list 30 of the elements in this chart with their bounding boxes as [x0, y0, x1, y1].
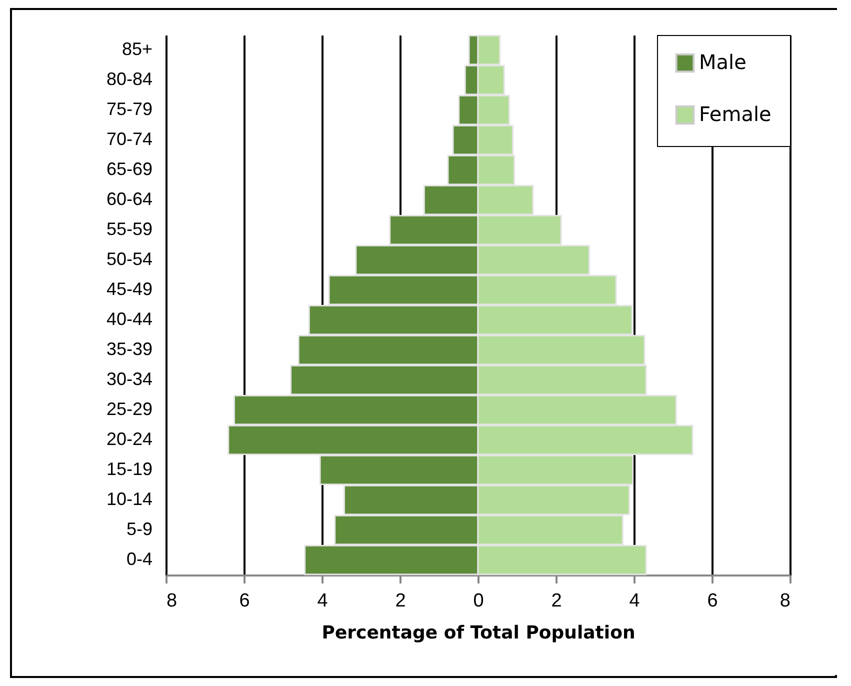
y-tick-label: 75-79 — [106, 99, 152, 119]
y-tick-label: 65-69 — [106, 159, 152, 179]
y-tick-label: 15-19 — [106, 459, 152, 479]
y-tick-label: 80-84 — [106, 69, 152, 89]
y-tick-label: 60-64 — [106, 189, 152, 209]
x-tick-label: 6 — [239, 590, 250, 612]
y-tick-label: 50-54 — [106, 249, 152, 269]
y-tick-label: 30-34 — [106, 369, 152, 389]
x-tick-label: 6 — [707, 590, 718, 612]
x-tick-label: 8 — [780, 590, 790, 612]
x-axis-title: Percentage of Total Population — [322, 622, 636, 644]
y-tick-label: 20-24 — [106, 429, 152, 449]
y-tick-label: 55-59 — [106, 219, 152, 239]
y-tick-label: 35-39 — [106, 339, 152, 359]
legend-label: Male — [699, 50, 746, 74]
y-tick-label: 45-49 — [106, 279, 152, 299]
legend-label: Female — [699, 102, 772, 126]
y-tick-label: 25-29 — [106, 399, 152, 419]
x-tick-label: 4 — [629, 590, 640, 612]
y-tick-label: 85+ — [122, 39, 152, 59]
x-tick-label: 2 — [551, 590, 562, 612]
y-tick-label: 0-4 — [126, 549, 152, 569]
y-tick-label: 10-14 — [106, 489, 152, 509]
y-tick-label: 40-44 — [106, 309, 152, 329]
x-tick-label: 8 — [166, 590, 178, 612]
x-tick-label: 2 — [395, 590, 406, 612]
x-tick-label: 0 — [473, 590, 484, 612]
y-tick-label: 5-9 — [126, 519, 152, 539]
x-tick-label: 4 — [317, 590, 328, 612]
y-tick-label: 70-74 — [106, 129, 152, 149]
